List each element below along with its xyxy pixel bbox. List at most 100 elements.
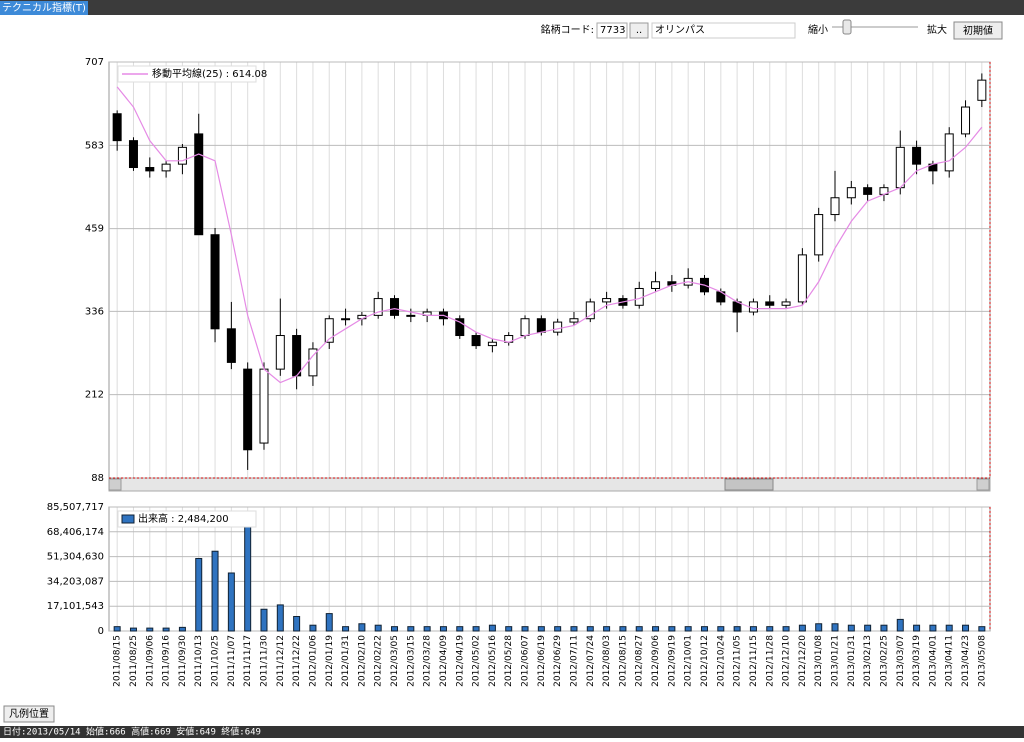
name-value[interactable]: オリンパス [655,24,705,36]
volume-bar [293,615,301,632]
candle-body [487,341,497,347]
legend-button[interactable] [3,705,55,723]
volume-bar [815,623,823,632]
volume-bar [374,624,382,632]
zoom-slider-thumb[interactable] [842,19,852,35]
y-tick-label: 51,304,630 [47,552,104,563]
volume-bar [537,626,545,632]
x-tick-label: 2011/09/16 [162,635,172,687]
x-tick-label: 2012/03/28 [423,635,433,687]
x-tick-label: 2012/08/03 [602,635,612,687]
volume-bar [488,624,496,632]
y-tick-label: 34,203,087 [47,576,104,587]
x-tick-label: 2012/06/19 [537,635,547,687]
tab-label[interactable]: テクニカル指標(T) [2,1,86,14]
legend-swatch [121,514,135,524]
x-tick-label: 2013/02/25 [879,635,889,687]
code-value[interactable]: 7733 [600,25,625,36]
x-tick-label: 2013/02/13 [863,635,873,687]
candle-body [977,79,987,101]
candle-body [226,328,236,363]
volume-bar [472,626,480,632]
title-strip [0,0,1024,15]
x-tick-label: 2012/03/05 [390,635,400,687]
volume-bar [913,624,921,632]
x-tick-label: 2012/07/24 [586,635,596,687]
x-tick-label: 2012/02/10 [357,635,367,687]
status-text: 日付:2013/05/14 始値:666 高値:669 安値:649 終値:64… [3,726,261,738]
volume-bar [358,623,366,632]
volume-bar [456,626,464,632]
x-tick-label: 2012/02/22 [374,635,384,687]
candle-body [112,113,122,142]
candle-body [781,301,791,306]
volume-bar [325,613,333,632]
volume-bar [668,626,676,632]
name-input[interactable] [651,22,796,39]
y-tick-label: 68,406,174 [47,527,104,538]
volume-bar [113,626,121,632]
reset-button-label[interactable]: 初期値 [963,24,993,37]
x-tick-label: 2012/10/01 [684,635,694,687]
volume-bar [342,626,350,632]
scroll-right[interactable] [976,478,990,491]
x-tick-label: 2011/12/12 [276,635,286,687]
scrollbar[interactable] [108,477,991,492]
code-input[interactable] [596,22,628,39]
x-tick-label: 2011/08/15 [113,635,123,687]
candle-body [553,321,563,333]
volume-bar [391,626,399,632]
volume-bar [178,626,186,632]
scroll-thumb[interactable] [724,478,774,491]
x-tick-label: 2012/06/29 [553,635,563,687]
candle-body [390,298,400,316]
volume-bar [782,626,790,632]
candle-body [863,187,873,195]
x-tick-label: 2012/09/19 [667,635,677,687]
x-tick-label: 2012/01/19 [325,635,335,687]
plots: 88 212 336 459 583 707 移動平均線(25) : 614.08 0 17,1… [47,57,990,687]
x-tick-label: 2013/01/08 [814,635,824,687]
x-tick-label: 2012/05/28 [504,635,514,687]
scroll-left[interactable] [108,478,122,491]
tab[interactable] [0,1,88,15]
zoom-in-label: 拡大 [927,23,947,36]
x-tick-label: 2013/04/11 [945,635,955,687]
volume-bar [554,626,562,632]
volume-bar [129,627,137,632]
volume-bar [962,624,970,632]
volume-bar [505,626,513,632]
x-tick-label: 2012/08/27 [635,635,645,687]
volume-bar [603,626,611,632]
y-tick-label: 212 [85,390,104,401]
x-tick-label: 2011/09/06 [145,635,155,687]
x-tick-label: 2012/01/06 [308,635,318,687]
x-tick-label: 2012/09/06 [651,635,661,687]
candle-body [406,314,416,317]
status-bar [0,726,1024,738]
x-tick-label: 2012/04/19 [455,635,465,687]
volume-bar [717,626,725,632]
volume-bar [195,557,203,632]
x-tick-label: 2013/01/31 [847,635,857,687]
volume-bar [929,624,937,632]
candle-body [194,133,204,236]
browse-button[interactable] [629,22,649,39]
browse-button-label[interactable]: .. [636,25,642,36]
volume-bar [407,626,415,632]
candle-body [243,368,253,451]
x-tick-label: 2013/04/01 [928,635,938,687]
candle-body [128,140,138,169]
x-tick-label: 2012/06/07 [521,635,531,687]
legend-button-label[interactable]: 凡例位置 [9,707,49,720]
volume-bar [309,624,317,632]
x-tick-label: 2012/10/24 [716,635,726,687]
volume-bar [652,626,660,632]
reset-button[interactable] [953,21,1003,40]
x-tick-label: 2013/03/07 [896,635,906,687]
x-tick-label: 2012/07/11 [569,635,579,687]
volume-bar [798,624,806,632]
candle-body [341,318,351,321]
x-tick-label: 2012/03/15 [406,635,416,687]
legend-label: 移動平均線(25) : 614.08 [152,67,267,80]
